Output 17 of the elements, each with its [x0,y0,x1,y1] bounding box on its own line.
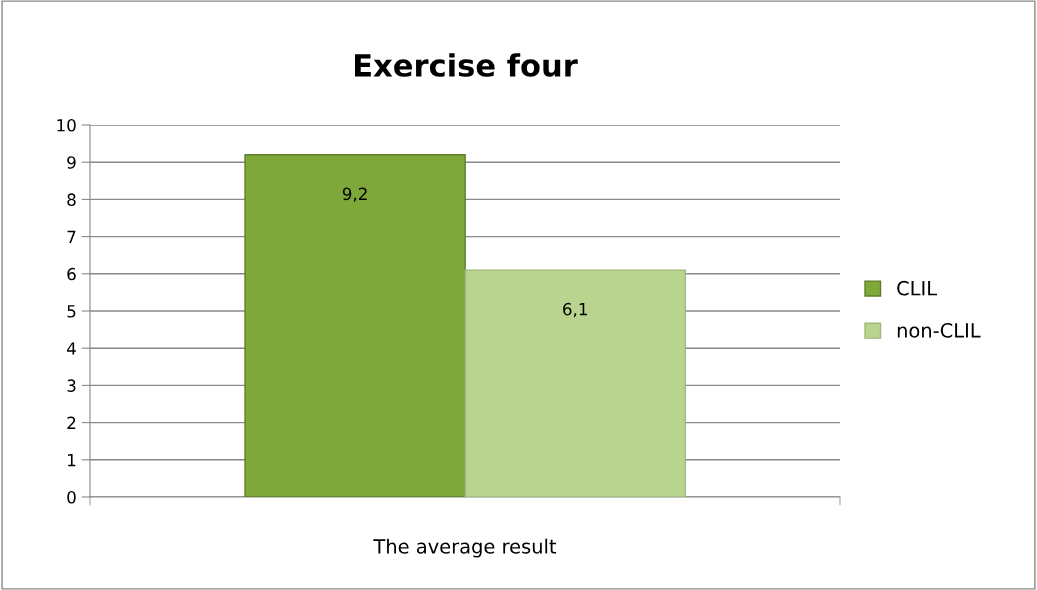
x-tick-label: The average result [373,538,557,558]
y-tick-label: 6 [67,267,76,281]
y-tick-label: 4 [67,342,76,355]
y-tick-label: 0 [67,490,76,504]
y-tick-label: 5 [67,305,76,318]
data-label: 6,1 [563,302,587,318]
y-tick-label: 9 [67,156,76,169]
y-tick-label: 1 [68,453,76,467]
legend-label: non-CLIL [897,323,981,338]
y-tick-label: 3 [67,379,76,392]
y-tick-label: 10 [57,118,76,132]
y-tick-label: 2 [67,416,76,429]
y-tick-label: 7 [67,230,76,243]
legend-label: CLIL [897,280,937,296]
data-label: 9,2 [342,187,367,202]
y-tick-label: 8 [67,193,76,206]
chart-title: Exercise four [355,53,578,77]
